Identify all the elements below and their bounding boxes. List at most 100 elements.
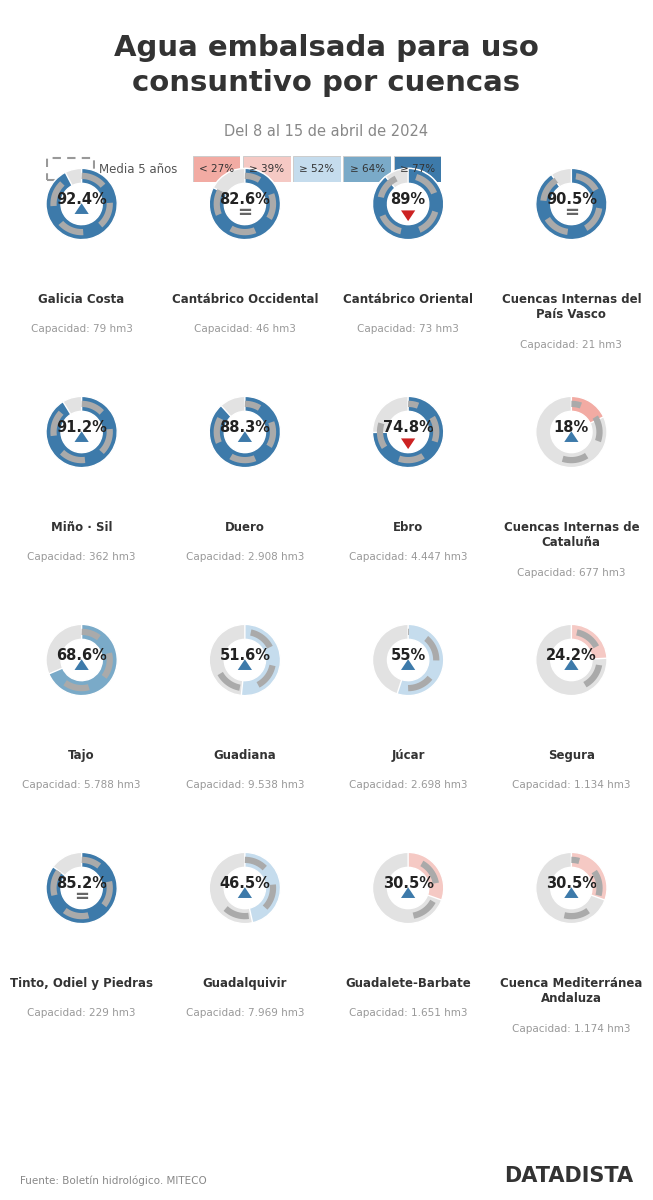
Text: 74.8%: 74.8%	[383, 420, 434, 436]
Polygon shape	[401, 659, 415, 670]
Wedge shape	[209, 168, 281, 240]
Polygon shape	[401, 210, 415, 221]
Text: Tinto, Odiel y Piedras: Tinto, Odiel y Piedras	[10, 977, 153, 990]
Text: Capacidad: 21 hm3: Capacidad: 21 hm3	[520, 340, 622, 349]
Wedge shape	[46, 396, 118, 468]
Text: Capacidad: 79 hm3: Capacidad: 79 hm3	[31, 324, 133, 334]
Text: Capacidad: 2.698 hm3: Capacidad: 2.698 hm3	[349, 780, 468, 790]
Text: Capacidad: 4.447 hm3: Capacidad: 4.447 hm3	[349, 552, 468, 562]
Wedge shape	[242, 624, 281, 696]
Wedge shape	[46, 168, 118, 240]
Polygon shape	[238, 431, 252, 442]
Polygon shape	[564, 887, 579, 898]
Text: =: =	[564, 204, 579, 222]
Wedge shape	[535, 168, 607, 240]
FancyBboxPatch shape	[243, 156, 291, 182]
Text: 91.2%: 91.2%	[56, 420, 107, 436]
Wedge shape	[372, 852, 444, 924]
Polygon shape	[564, 431, 579, 442]
Polygon shape	[564, 659, 579, 670]
FancyBboxPatch shape	[343, 156, 391, 182]
Text: Del 8 al 15 de abril de 2024: Del 8 al 15 de abril de 2024	[225, 124, 428, 138]
Text: Capacidad: 73 hm3: Capacidad: 73 hm3	[357, 324, 459, 334]
Wedge shape	[535, 396, 607, 468]
Wedge shape	[372, 168, 444, 240]
Wedge shape	[571, 396, 603, 424]
Wedge shape	[408, 852, 444, 900]
Wedge shape	[397, 624, 444, 696]
Polygon shape	[74, 203, 89, 214]
Text: ≥ 64%: ≥ 64%	[350, 164, 385, 174]
Text: Capacidad: 1.174 hm3: Capacidad: 1.174 hm3	[512, 1024, 631, 1033]
Text: Galicia Costa: Galicia Costa	[39, 293, 125, 306]
Text: Cuencas Internas de
Cataluña: Cuencas Internas de Cataluña	[503, 521, 639, 548]
Polygon shape	[401, 438, 415, 449]
Text: Capacidad: 46 hm3: Capacidad: 46 hm3	[194, 324, 296, 334]
Text: Media 5 años: Media 5 años	[99, 163, 178, 175]
Text: Miño · Sil: Miño · Sil	[51, 521, 112, 534]
Text: Capacidad: 9.538 hm3: Capacidad: 9.538 hm3	[185, 780, 304, 790]
Text: Duero: Duero	[225, 521, 265, 534]
Wedge shape	[372, 396, 444, 468]
Text: Capacidad: 229 hm3: Capacidad: 229 hm3	[27, 1008, 136, 1018]
Text: Capacidad: 5.788 hm3: Capacidad: 5.788 hm3	[22, 780, 141, 790]
Wedge shape	[49, 624, 118, 696]
Text: 46.5%: 46.5%	[219, 876, 270, 892]
Polygon shape	[74, 659, 89, 670]
Text: < 27%: < 27%	[199, 164, 234, 174]
Wedge shape	[571, 852, 607, 900]
Wedge shape	[209, 396, 281, 468]
Text: Ebro: Ebro	[393, 521, 423, 534]
Text: ≥ 39%: ≥ 39%	[249, 164, 284, 174]
Text: Capacidad: 677 hm3: Capacidad: 677 hm3	[517, 568, 626, 577]
Text: 85.2%: 85.2%	[56, 876, 107, 892]
Text: Cantábrico Oriental: Cantábrico Oriental	[343, 293, 473, 306]
FancyBboxPatch shape	[394, 156, 441, 182]
Text: Guadalete-Barbate: Guadalete-Barbate	[345, 977, 471, 990]
Text: Capacidad: 2.908 hm3: Capacidad: 2.908 hm3	[185, 552, 304, 562]
Wedge shape	[46, 396, 118, 468]
Text: 30.5%: 30.5%	[383, 876, 434, 892]
Wedge shape	[245, 852, 281, 923]
FancyBboxPatch shape	[293, 156, 341, 182]
Text: 89%: 89%	[390, 192, 426, 208]
Wedge shape	[209, 624, 281, 696]
Text: Capacidad: 362 hm3: Capacidad: 362 hm3	[27, 552, 136, 562]
Text: 92.4%: 92.4%	[56, 192, 107, 208]
Text: Capacidad: 7.969 hm3: Capacidad: 7.969 hm3	[185, 1008, 304, 1018]
Wedge shape	[372, 168, 444, 240]
Text: ≥ 52%: ≥ 52%	[300, 164, 334, 174]
Text: =: =	[238, 204, 252, 222]
Text: 55%: 55%	[390, 648, 426, 664]
Text: 30.5%: 30.5%	[546, 876, 597, 892]
Text: Segura: Segura	[548, 749, 595, 762]
Wedge shape	[209, 852, 281, 924]
Text: Capacidad: 1.134 hm3: Capacidad: 1.134 hm3	[512, 780, 631, 790]
Wedge shape	[571, 624, 607, 659]
Text: 68.6%: 68.6%	[56, 648, 107, 664]
Text: 82.6%: 82.6%	[219, 192, 270, 208]
Text: 51.6%: 51.6%	[219, 648, 270, 664]
Wedge shape	[46, 852, 118, 924]
Text: Capacidad: 1.651 hm3: Capacidad: 1.651 hm3	[349, 1008, 468, 1018]
Polygon shape	[74, 431, 89, 442]
Wedge shape	[535, 624, 607, 696]
Polygon shape	[401, 887, 415, 898]
Wedge shape	[46, 852, 118, 924]
FancyBboxPatch shape	[193, 156, 240, 182]
Text: 24.2%: 24.2%	[546, 648, 597, 664]
Wedge shape	[209, 396, 281, 468]
Text: =: =	[74, 888, 89, 906]
Text: DATADISTA: DATADISTA	[504, 1165, 633, 1186]
Text: Guadalquivir: Guadalquivir	[202, 977, 287, 990]
Text: Guadiana: Guadiana	[214, 749, 276, 762]
Wedge shape	[535, 168, 607, 240]
Text: Tajo: Tajo	[69, 749, 95, 762]
Polygon shape	[238, 659, 252, 670]
Polygon shape	[238, 887, 252, 898]
Text: 18%: 18%	[554, 420, 589, 436]
Wedge shape	[209, 168, 281, 240]
Text: ≥ 77%: ≥ 77%	[400, 164, 435, 174]
Wedge shape	[535, 852, 607, 924]
Text: 88.3%: 88.3%	[219, 420, 270, 436]
